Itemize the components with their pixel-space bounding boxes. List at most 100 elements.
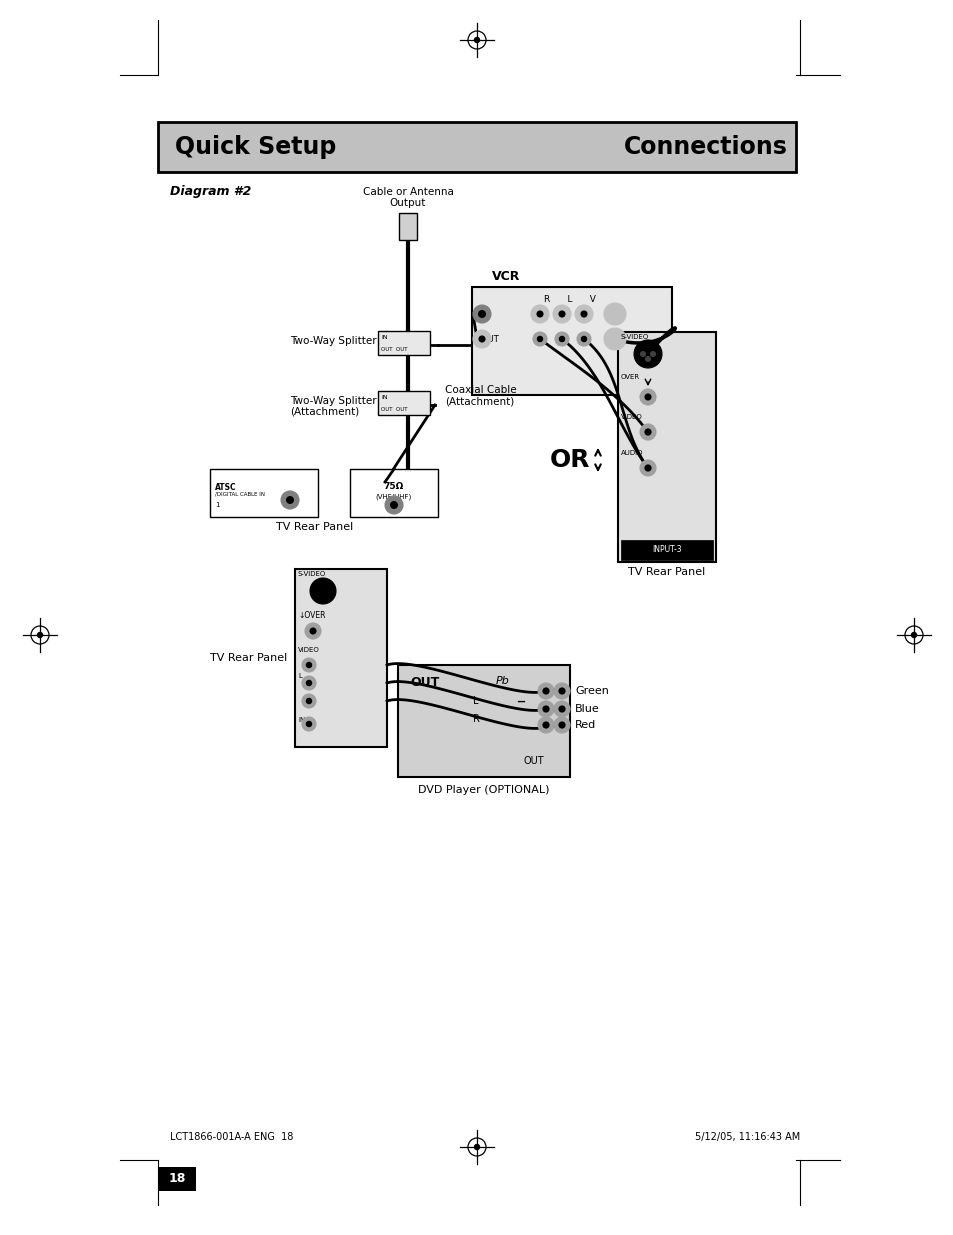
Text: AUDIO: AUDIO [620,450,643,456]
Circle shape [281,492,298,509]
Bar [294,569,387,747]
Circle shape [305,622,320,638]
Circle shape [302,718,315,731]
Text: S-VIDEO: S-VIDEO [297,571,326,577]
Text: (Attachment): (Attachment) [290,408,359,417]
Text: Connections: Connections [623,135,787,159]
Text: IN: IN [380,335,387,340]
Text: Two-Way Splitter: Two-Way Splitter [290,396,376,406]
Circle shape [639,352,645,357]
Text: Output: Output [390,198,426,207]
Text: VCR: VCR [492,270,519,283]
Text: VIDEO: VIDEO [620,414,642,420]
Circle shape [302,676,315,690]
Circle shape [644,429,650,435]
Text: R      L      V: R L V [543,295,596,305]
Circle shape [639,424,656,440]
Bar [620,540,712,559]
Text: –: – [516,692,524,710]
Circle shape [580,336,586,342]
Circle shape [634,340,661,368]
Circle shape [537,701,554,718]
Text: Two-Way Splitter: Two-Way Splitter [290,336,376,346]
Text: Blue: Blue [575,704,599,714]
Circle shape [644,394,650,400]
Text: (VHF/UHF): (VHF/UHF) [375,493,412,499]
Bar [377,331,430,354]
Circle shape [603,303,625,325]
Circle shape [553,305,571,324]
Circle shape [554,718,569,734]
Bar [350,469,437,517]
Circle shape [302,694,315,708]
Circle shape [478,336,484,342]
Text: ↓OVER: ↓OVER [297,611,325,620]
Circle shape [639,459,656,475]
Text: OR: OR [549,448,590,472]
Text: OUT  OUT: OUT OUT [380,408,407,412]
Text: Red: Red [575,720,596,730]
Circle shape [577,332,590,346]
Text: OUT: OUT [523,756,544,766]
Circle shape [537,718,554,734]
Text: OUT  OUT: OUT OUT [380,347,407,352]
Text: OUT: OUT [410,677,438,689]
Circle shape [542,706,549,713]
Bar [472,287,671,395]
Circle shape [575,305,593,324]
Text: Green: Green [575,685,608,697]
Circle shape [558,706,564,713]
Text: R: R [473,714,479,724]
Circle shape [390,501,397,509]
Circle shape [310,629,315,634]
Bar [210,469,317,517]
Circle shape [474,1145,479,1150]
Circle shape [555,332,568,346]
Text: L: L [473,697,478,706]
Circle shape [478,310,485,317]
Text: Coaxial Cable: Coaxial Cable [444,385,517,395]
Bar [377,391,430,415]
Bar [158,1167,195,1191]
Text: VIDEO: VIDEO [297,647,319,653]
Circle shape [306,698,312,704]
Text: /DIGITAL CABLE IN: /DIGITAL CABLE IN [214,492,265,496]
Bar [158,122,795,172]
Circle shape [306,680,312,685]
Circle shape [644,464,650,471]
Circle shape [580,311,586,317]
Text: 5/12/05, 11:16:43 AM: 5/12/05, 11:16:43 AM [694,1132,800,1142]
Circle shape [531,305,548,324]
Text: TV Rear Panel: TV Rear Panel [210,653,287,663]
Circle shape [537,683,554,699]
Circle shape [302,658,315,672]
Circle shape [286,496,294,504]
Circle shape [306,662,312,668]
Circle shape [542,688,549,694]
Circle shape [910,632,916,637]
Text: 18: 18 [168,1172,186,1186]
Circle shape [558,688,564,694]
Circle shape [37,632,43,637]
Text: Pb: Pb [496,676,509,685]
Circle shape [639,389,656,405]
Circle shape [474,37,479,42]
Text: Cable or Antenna: Cable or Antenna [362,186,453,198]
Text: IN: IN [380,395,387,400]
Text: (Attachment): (Attachment) [444,396,514,408]
Circle shape [306,721,312,726]
Text: 1: 1 [214,501,219,508]
Text: L: L [297,673,301,679]
Circle shape [533,332,546,346]
Text: 75Ω: 75Ω [383,482,404,492]
Text: IN: IN [481,310,491,319]
Circle shape [645,357,650,362]
Circle shape [554,701,569,718]
Text: S-VIDEO: S-VIDEO [620,333,649,340]
Text: LCT1866-001A-A ENG  18: LCT1866-001A-A ENG 18 [170,1132,294,1142]
Text: TV Rear Panel: TV Rear Panel [628,567,705,577]
Circle shape [473,305,491,324]
Circle shape [542,722,549,729]
Text: TV Rear Panel: TV Rear Panel [276,522,354,532]
Text: IN-: IN- [297,718,308,722]
